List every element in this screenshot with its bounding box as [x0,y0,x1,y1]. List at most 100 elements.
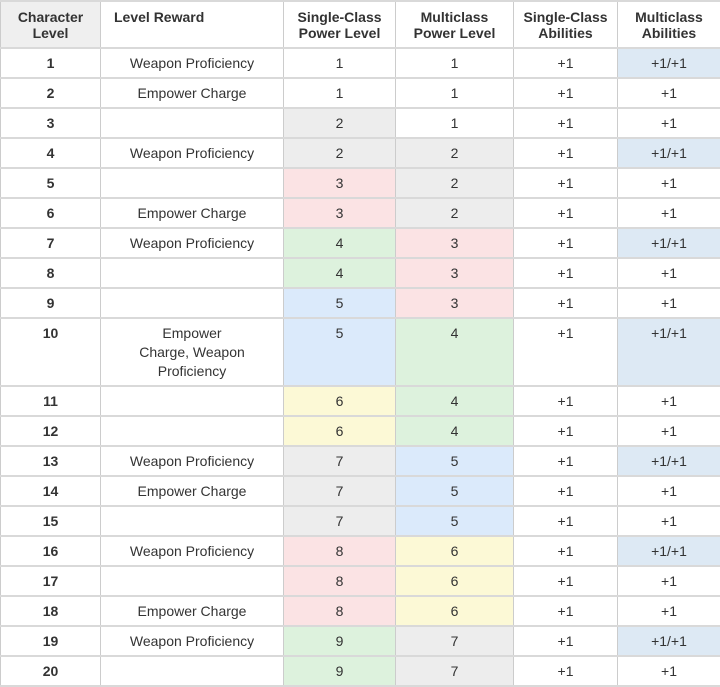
cell-level-reward: Weapon Proficiency [101,626,284,656]
cell-single-class-power: 8 [284,536,396,566]
table-row: 9 5 3 +1 +1 [1,288,720,318]
cell-multiclass-abilities: +1 [618,78,720,108]
cell-single-class-power: 8 [284,596,396,626]
cell-single-class-abilities: +1 [514,288,618,318]
cell-multiclass-power: 4 [396,318,514,386]
cell-single-class-abilities: +1 [514,446,618,476]
cell-single-class-abilities: +1 [514,476,618,506]
cell-character-level: 6 [1,198,101,228]
cell-multiclass-power: 4 [396,416,514,446]
cell-single-class-abilities: +1 [514,626,618,656]
cell-multiclass-power: 5 [396,476,514,506]
cell-character-level: 2 [1,78,101,108]
cell-multiclass-power: 1 [396,78,514,108]
cell-single-class-power: 8 [284,566,396,596]
cell-single-class-abilities: +1 [514,138,618,168]
table-row: 1 Weapon Proficiency 1 1 +1 +1/+1 [1,48,720,78]
cell-single-class-power: 6 [284,386,396,416]
header-character-level: Character Level [1,1,101,48]
cell-multiclass-power: 2 [396,198,514,228]
cell-multiclass-abilities: +1/+1 [618,626,720,656]
cell-level-reward: Empower Charge [101,476,284,506]
cell-character-level: 1 [1,48,101,78]
cell-single-class-power: 9 [284,656,396,686]
cell-character-level: 19 [1,626,101,656]
cell-level-reward: Empower Charge [101,78,284,108]
cell-single-class-abilities: +1 [514,78,618,108]
cell-multiclass-abilities: +1 [618,506,720,536]
cell-character-level: 12 [1,416,101,446]
cell-level-reward [101,416,284,446]
cell-character-level: 14 [1,476,101,506]
cell-single-class-power: 5 [284,288,396,318]
cell-character-level: 4 [1,138,101,168]
table-row: 12 6 4 +1 +1 [1,416,720,446]
cell-character-level: 10 [1,318,101,386]
cell-multiclass-power: 1 [396,108,514,138]
table-row: 13 Weapon Proficiency 7 5 +1 +1/+1 [1,446,720,476]
cell-multiclass-abilities: +1/+1 [618,48,720,78]
cell-single-class-power: 5 [284,318,396,386]
table-row: 18 Empower Charge 8 6 +1 +1 [1,596,720,626]
cell-multiclass-abilities: +1 [618,168,720,198]
cell-single-class-power: 4 [284,258,396,288]
table-row: 20 9 7 +1 +1 [1,656,720,686]
header-multiclass-abilities: Multiclass Abilities [618,1,720,48]
cell-level-reward: Weapon Proficiency [101,228,284,258]
table-row: 16 Weapon Proficiency 8 6 +1 +1/+1 [1,536,720,566]
cell-multiclass-power: 3 [396,258,514,288]
cell-single-class-power: 4 [284,228,396,258]
cell-multiclass-power: 5 [396,446,514,476]
cell-single-class-power: 2 [284,138,396,168]
cell-single-class-power: 1 [284,48,396,78]
cell-level-reward [101,506,284,536]
cell-single-class-power: 7 [284,476,396,506]
cell-level-reward: Weapon Proficiency [101,536,284,566]
table-row: 10 Empower Charge, Weapon Proficiency 5 … [1,318,720,386]
cell-level-reward [101,168,284,198]
cell-multiclass-power: 2 [396,168,514,198]
cell-single-class-abilities: +1 [514,198,618,228]
table-row: 8 4 3 +1 +1 [1,258,720,288]
table-row: 5 3 2 +1 +1 [1,168,720,198]
cell-single-class-power: 6 [284,416,396,446]
cell-single-class-abilities: +1 [514,416,618,446]
cell-level-reward [101,386,284,416]
cell-multiclass-abilities: +1 [618,566,720,596]
cell-multiclass-abilities: +1 [618,258,720,288]
cell-multiclass-abilities: +1/+1 [618,536,720,566]
cell-single-class-power: 3 [284,168,396,198]
cell-single-class-abilities: +1 [514,506,618,536]
table-row: 4 Weapon Proficiency 2 2 +1 +1/+1 [1,138,720,168]
cell-multiclass-power: 3 [396,288,514,318]
cell-multiclass-abilities: +1/+1 [618,318,720,386]
cell-single-class-abilities: +1 [514,318,618,386]
table-body: 1 Weapon Proficiency 1 1 +1 +1/+1 2 Empo… [1,48,720,686]
cell-multiclass-power: 1 [396,48,514,78]
table-row: 6 Empower Charge 3 2 +1 +1 [1,198,720,228]
table-row: 2 Empower Charge 1 1 +1 +1 [1,78,720,108]
cell-multiclass-power: 3 [396,228,514,258]
cell-level-reward: Weapon Proficiency [101,48,284,78]
cell-multiclass-abilities: +1 [618,288,720,318]
cell-single-class-abilities: +1 [514,566,618,596]
cell-character-level: 20 [1,656,101,686]
cell-multiclass-abilities: +1 [618,386,720,416]
cell-character-level: 5 [1,168,101,198]
table-row: 14 Empower Charge 7 5 +1 +1 [1,476,720,506]
cell-character-level: 11 [1,386,101,416]
cell-multiclass-power: 5 [396,506,514,536]
cell-level-reward: Empower Charge [101,596,284,626]
table-header-row: Character Level Level Reward Single-Clas… [1,1,720,48]
cell-single-class-abilities: +1 [514,108,618,138]
header-single-class-power: Single-Class Power Level [284,1,396,48]
table-row: 17 8 6 +1 +1 [1,566,720,596]
cell-multiclass-power: 6 [396,596,514,626]
cell-character-level: 9 [1,288,101,318]
cell-character-level: 13 [1,446,101,476]
cell-single-class-abilities: +1 [514,48,618,78]
table-row: 11 6 4 +1 +1 [1,386,720,416]
cell-level-reward [101,566,284,596]
header-single-class-abilities: Single-Class Abilities [514,1,618,48]
